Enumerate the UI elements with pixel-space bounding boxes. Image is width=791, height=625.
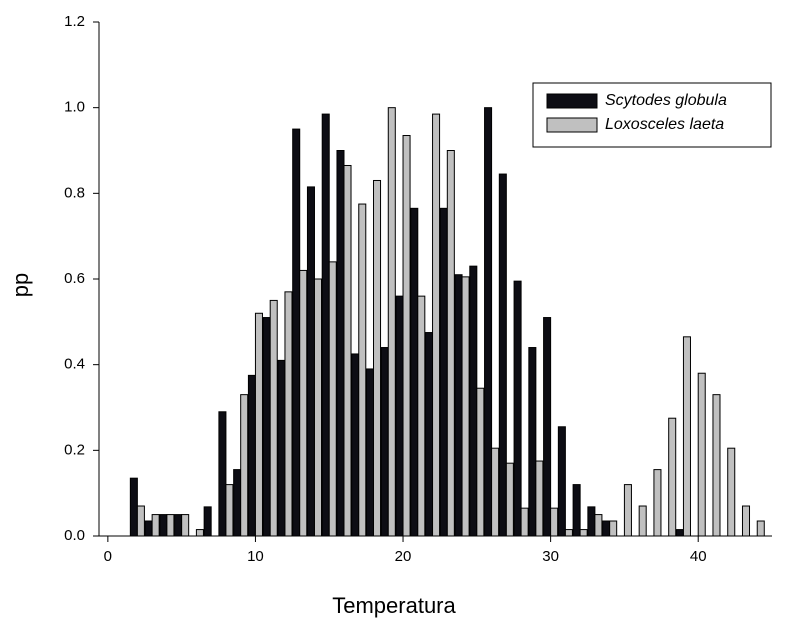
bar [461,276,470,537]
bar [439,207,448,537]
bar [417,295,426,537]
bar [181,514,190,537]
bar [151,514,160,537]
bar [528,347,537,537]
bar [387,107,396,537]
bar [351,353,360,537]
bar [306,186,315,537]
bar [358,203,367,537]
bar [469,265,478,537]
legend-swatch [546,117,598,133]
bar [299,269,308,537]
bar [262,317,271,537]
bar [653,469,662,537]
bar [174,514,183,537]
y-tick-label: 1.2 [64,13,85,30]
x-tick-label: 10 [247,548,264,565]
bar [203,506,212,537]
x-tick-label: 30 [542,548,559,565]
bar [727,447,736,537]
bar [292,128,301,537]
bar [609,520,618,537]
bar [254,312,263,537]
bar [380,347,389,537]
bar [136,505,145,537]
bar [697,372,706,537]
bar [129,477,138,537]
legend-swatch [546,93,598,109]
bar [425,332,434,537]
bar [535,460,544,537]
bar [513,280,522,537]
bar [594,514,603,537]
bar [454,274,463,537]
bar [557,426,566,537]
bar [402,135,411,537]
bar [144,520,153,537]
bar [668,417,677,537]
bar [284,291,293,537]
bar [166,514,175,537]
bar [225,484,234,537]
bar [432,113,441,537]
bar [579,529,588,537]
y-tick-label: 1.0 [64,99,85,116]
bar [476,387,485,537]
bar [233,469,242,537]
legend-label: Loxosceles laeta [605,116,724,133]
bar [756,520,765,537]
bar [365,368,375,537]
x-axis-label: Temperatura [332,593,456,618]
bar [240,394,249,537]
bar [587,506,596,537]
bar [321,113,330,537]
bar [550,507,559,537]
legend: Scytodes globula Loxosceles laeta [532,82,772,148]
bar [741,505,751,537]
bar [505,462,514,537]
bar [313,278,323,537]
bar [247,374,256,537]
bar [373,179,382,537]
x-tick-label: 40 [690,548,707,565]
bar [572,484,581,537]
y-axis-label: pp [8,273,33,297]
bar [336,150,345,537]
legend-label: Scytodes globula [605,92,727,109]
bar [395,295,404,537]
bar [675,529,684,537]
bar [218,411,227,537]
bar [623,484,632,537]
bar [491,447,500,537]
x-tick-label: 20 [395,548,412,565]
y-tick-label: 0.4 [64,356,85,373]
x-tick-label: 0 [104,548,112,565]
bar [195,529,204,537]
y-tick-label: 0.2 [64,441,85,458]
bar [410,207,419,537]
bar [682,336,691,537]
legend-box [532,82,772,148]
y-tick-label: 0.8 [64,184,85,201]
bar [543,317,552,537]
bar [159,514,168,537]
bar [446,150,455,537]
bar [712,394,721,537]
bar [638,505,647,537]
y-tick-label: 0.0 [64,527,85,544]
bar [269,299,278,537]
bar [328,261,337,537]
bar [343,164,352,537]
bar [277,359,286,537]
bar [484,107,493,537]
bar [564,529,573,537]
bar [498,173,507,537]
y-tick-label: 0.6 [64,270,85,287]
bar [602,520,611,537]
bar [520,507,529,537]
